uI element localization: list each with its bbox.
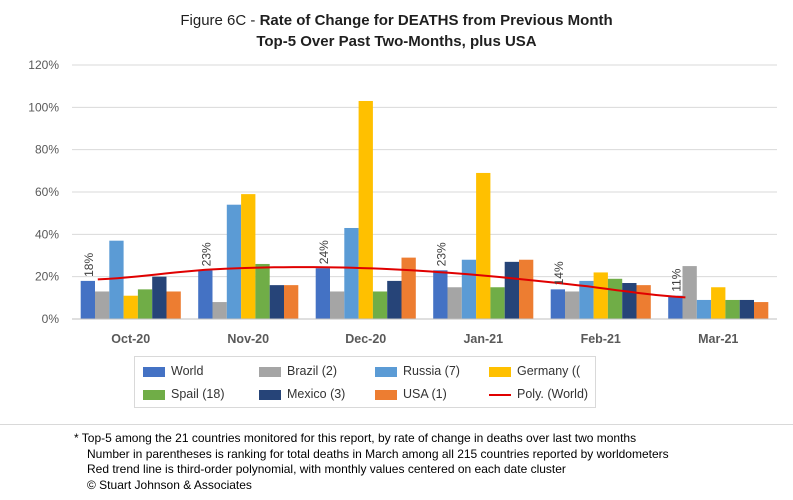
bar xyxy=(550,289,565,319)
bar xyxy=(226,204,242,319)
chart-title: Figure 6C - Rate of Change for DEATHS fr… xyxy=(0,12,793,29)
chart-title-prefix: Figure 6C - xyxy=(180,12,260,29)
x-tick-label: Feb-21 xyxy=(581,332,621,346)
bar xyxy=(519,259,534,319)
bar xyxy=(565,291,580,319)
bar xyxy=(607,278,623,319)
bar-chart: 18% 23% 24% 23% 14% 11% 0% 20% 40% 60% 80% 100% 120… xyxy=(28,58,777,346)
x-tick-label: Oct-20 xyxy=(111,332,150,346)
bar xyxy=(668,295,683,319)
y-tick-label: 60% xyxy=(35,185,59,199)
trendline-path xyxy=(97,266,686,299)
bar xyxy=(682,266,697,319)
bar xyxy=(579,280,594,319)
bar xyxy=(433,270,448,319)
bar xyxy=(476,172,491,319)
bar xyxy=(754,302,769,319)
legend-label: Brazil (2) xyxy=(287,364,338,378)
legend-swatch xyxy=(259,390,281,400)
bar xyxy=(344,227,359,319)
bar xyxy=(447,287,462,319)
bar xyxy=(137,289,153,319)
y-tick-label: 20% xyxy=(35,270,59,284)
legend-swatch xyxy=(489,367,511,377)
data-label: 24% xyxy=(317,240,331,264)
legend-label: USA (1) xyxy=(403,387,447,401)
data-label: 14% xyxy=(552,261,566,285)
bar xyxy=(739,299,754,319)
bar xyxy=(696,299,712,319)
bar xyxy=(198,270,213,319)
footnote-line: © Stuart Johnson & Associates xyxy=(87,477,252,492)
bar xyxy=(711,287,726,319)
legend-label: Mexico (3) xyxy=(287,387,346,401)
bar xyxy=(387,280,402,319)
bar xyxy=(330,291,345,319)
y-tick-label: 80% xyxy=(35,143,59,157)
bars xyxy=(80,100,769,319)
bar xyxy=(255,263,270,319)
y-tick-label: 120% xyxy=(28,58,59,72)
bar xyxy=(315,268,330,319)
data-labels: 18% 23% 24% 23% 14% 11% xyxy=(82,240,683,292)
bar xyxy=(636,285,651,319)
bar xyxy=(123,295,138,319)
footnote-line: Number in parentheses is ranking for tot… xyxy=(87,446,669,461)
x-tick-label: Nov-20 xyxy=(227,332,269,346)
bar xyxy=(358,100,373,319)
bar xyxy=(212,302,227,319)
bar xyxy=(504,261,519,319)
footnote-line: * Top-5 among the 21 countries monitored… xyxy=(74,431,637,445)
x-tick-label: Jan-21 xyxy=(463,332,503,346)
legend-label: Poly. (World) xyxy=(517,387,589,401)
bar xyxy=(461,259,477,319)
chart-subtitle: Top-5 Over Past Two-Months, plus USA xyxy=(256,33,537,50)
bar xyxy=(725,299,740,319)
data-label: 18% xyxy=(82,253,96,277)
footnote-line: Red trend line is third-order polynomial… xyxy=(87,462,566,476)
bar xyxy=(490,287,505,319)
bar xyxy=(593,272,608,319)
data-label: 23% xyxy=(199,242,213,266)
bar xyxy=(622,283,637,319)
y-tick-label: 0% xyxy=(42,312,60,326)
bar xyxy=(109,240,124,319)
legend-swatch xyxy=(489,394,511,396)
bar xyxy=(95,291,110,319)
x-tick-label: Dec-20 xyxy=(345,332,386,346)
axes: 0% 20% 40% 60% 80% 100% 120% Oct-20 Nov-20 Dec-20… xyxy=(28,58,777,346)
legend: World Brazil (2) Russia (7) Germany (( Spail… xyxy=(134,356,596,408)
legend-swatch xyxy=(375,367,397,377)
legend-swatch xyxy=(375,390,397,400)
legend-label: Spail (18) xyxy=(171,387,225,401)
legend-swatch xyxy=(143,390,165,400)
data-label: 23% xyxy=(434,242,448,266)
trendline xyxy=(97,266,686,299)
y-tick-label: 100% xyxy=(28,100,59,114)
grid-lines xyxy=(72,64,777,278)
x-tick-label: Mar-21 xyxy=(698,332,738,346)
footnotes: * Top-5 among the 21 countries monitored… xyxy=(74,431,789,493)
chart-frame: Figure 6C - Rate of Change for DEATHS fr… xyxy=(0,12,793,425)
bar xyxy=(372,291,388,319)
legend-swatch xyxy=(143,367,165,377)
bar xyxy=(401,257,416,319)
legend-label: Germany (( xyxy=(517,364,581,378)
y-tick-label: 40% xyxy=(35,227,59,241)
legend-label: Russia (7) xyxy=(403,364,460,378)
bar xyxy=(241,194,256,319)
legend-swatch xyxy=(259,367,281,377)
data-label: 11% xyxy=(669,268,683,291)
chart-title-bold: Rate of Change for DEATHS from Previous … xyxy=(259,12,613,29)
bar xyxy=(152,276,167,319)
bar xyxy=(166,291,181,319)
bar xyxy=(269,285,284,319)
bar xyxy=(80,280,95,319)
bar xyxy=(284,285,299,319)
legend-label: World xyxy=(171,364,204,378)
